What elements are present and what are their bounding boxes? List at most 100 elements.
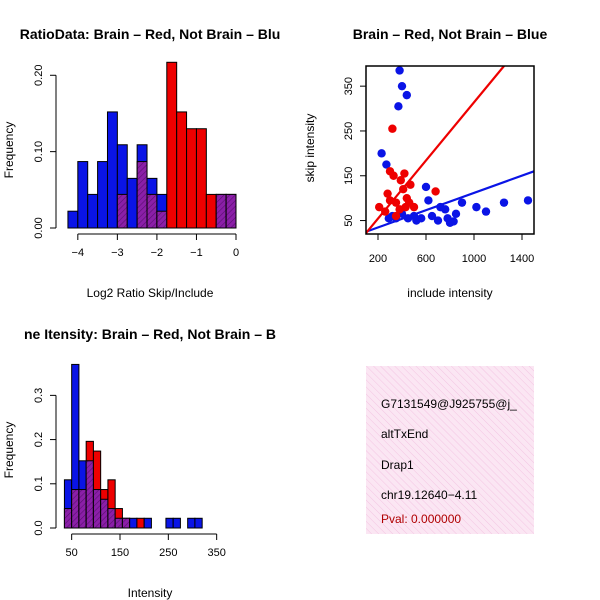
y-tick-label: 0.2	[33, 432, 45, 447]
histogram-overlap-bar	[215, 193, 227, 229]
blue-point	[382, 160, 391, 169]
intensity-histogram-title: ne Itensity: Brain – Red, Not Brain – B	[24, 326, 276, 342]
blue-point	[377, 149, 386, 158]
histogram-bar	[97, 161, 108, 229]
blue-point	[457, 198, 467, 207]
y-tick-label: 0.10	[33, 141, 45, 162]
red-point	[395, 205, 404, 214]
intensity-histogram: ne Itensity: Brain – Red, Not Brain – B …	[2, 326, 276, 600]
y-tick-label: 0.0	[33, 520, 45, 535]
red-point	[391, 211, 401, 221]
histogram-overlap-bar	[71, 489, 80, 529]
histogram-bar	[136, 517, 145, 529]
blue-point	[481, 207, 491, 216]
x-tick-label: −4	[72, 247, 85, 259]
intensity-scatter-ylabel: skip intensity	[303, 114, 317, 183]
histogram-overlap-bar	[114, 517, 123, 529]
event-id: G7131549@J925755@j_	[381, 397, 517, 411]
blue-point	[451, 209, 461, 219]
event-type: altTxEnd	[381, 427, 428, 441]
intensity-histogram-xlabel: Intensity	[128, 586, 173, 600]
x-tick-label: 350	[207, 547, 225, 559]
ratio-histogram-title: RatioData: Brain – Red, Not Brain – Blu	[20, 26, 281, 42]
intensity-scatter-xlabel: include intensity	[407, 286, 492, 300]
histogram-overlap-bar	[136, 161, 148, 229]
histogram-overlap-bar	[156, 210, 168, 229]
blue-point	[441, 205, 450, 214]
y-tick-label: 0.20	[33, 65, 45, 86]
histogram-overlap-bar	[100, 498, 109, 529]
ratio-histogram-x-ticks: −4 −3 −2 −1 0	[72, 234, 239, 259]
pval-text: Pval: 0.000000	[381, 512, 461, 526]
blue-point	[402, 90, 411, 100]
histogram-bar	[67, 210, 79, 229]
histogram-bar	[87, 193, 99, 229]
histogram-overlap-bar	[121, 517, 131, 529]
histogram-bar	[187, 517, 196, 529]
histogram-overlap-bar	[92, 489, 102, 529]
x-tick-label: 1000	[462, 253, 486, 265]
blue-point	[417, 214, 426, 223]
red-point	[400, 169, 409, 178]
x-tick-label: 1400	[510, 253, 534, 265]
blue-point	[433, 216, 443, 225]
intensity-scatter-y-ticks: 50 150 250 350	[343, 77, 366, 227]
blue-point	[397, 81, 407, 91]
x-tick-label: −2	[151, 247, 164, 259]
x-tick-label: 0	[233, 247, 239, 259]
intensity-scatter-points	[375, 66, 533, 227]
ratio-histogram: RatioData: Brain – Red, Not Brain – Blu …	[2, 26, 280, 300]
histogram-overlap-bar	[63, 508, 73, 529]
histogram-overlap-bar	[225, 193, 237, 229]
gene-name: Drap1	[381, 458, 414, 472]
y-tick-label: 0.3	[33, 388, 45, 403]
intensity-scatter: Brain – Red, Not Brain – Blue 200 600 1000…	[303, 26, 547, 300]
x-tick-label: 200	[369, 253, 387, 265]
red-point	[406, 180, 415, 189]
x-tick-label: 600	[417, 253, 435, 265]
histogram-overlap-bar	[146, 193, 158, 229]
intensity-scatter-title: Brain – Red, Not Brain – Blue	[353, 26, 548, 42]
event-info-panel: G7131549@J925755@j_ altTxEnd Drap1 chr19…	[366, 366, 534, 534]
histogram-bar	[126, 177, 138, 229]
red-point	[396, 176, 405, 185]
histogram-bar	[176, 111, 188, 229]
y-tick-label: 0.00	[33, 217, 45, 238]
histogram-bar	[205, 193, 217, 229]
x-tick-label: −1	[190, 247, 203, 259]
histogram-bar	[172, 517, 181, 529]
red-point	[383, 189, 392, 198]
x-tick-label: 50	[66, 547, 78, 559]
histogram-bar	[186, 128, 197, 229]
event-info-background	[366, 366, 534, 534]
histogram-overlap-bar	[85, 460, 94, 529]
y-tick-label: 0.1	[33, 476, 45, 491]
y-tick-label: 50	[343, 214, 355, 226]
red-point	[381, 207, 390, 216]
intensity-histogram-ylabel: Frequency	[2, 422, 16, 479]
red-point	[375, 202, 384, 212]
intensity-scatter-frame	[365, 65, 535, 235]
histogram-bar	[129, 517, 138, 529]
y-tick-label: 250	[343, 122, 355, 140]
histogram-bar	[194, 517, 203, 529]
blue-point	[499, 198, 509, 207]
histogram-overlap-bar	[107, 508, 116, 529]
histogram-bar	[195, 128, 207, 229]
histogram-bar	[106, 111, 118, 229]
blue-point	[421, 182, 431, 192]
x-tick-label: 250	[159, 547, 177, 559]
histogram-overlap-bar	[116, 193, 128, 229]
histogram-bar	[165, 517, 174, 529]
histogram-bar	[77, 161, 89, 229]
intensity-histogram-bars	[63, 363, 203, 529]
intensity-histogram-y-ticks: 0.0 0.1 0.2 0.3	[33, 388, 56, 536]
histogram-bar	[143, 517, 152, 529]
red-point	[409, 202, 419, 212]
y-tick-label: 150	[343, 167, 355, 185]
ratio-histogram-y-ticks: 0.00 0.10 0.20	[33, 65, 56, 239]
ratio-histogram-xlabel: Log2 Ratio Skip/Include	[87, 286, 214, 300]
intensity-scatter-x-ticks: 200 600 1000 1400	[369, 234, 534, 265]
x-tick-label: 150	[111, 547, 129, 559]
